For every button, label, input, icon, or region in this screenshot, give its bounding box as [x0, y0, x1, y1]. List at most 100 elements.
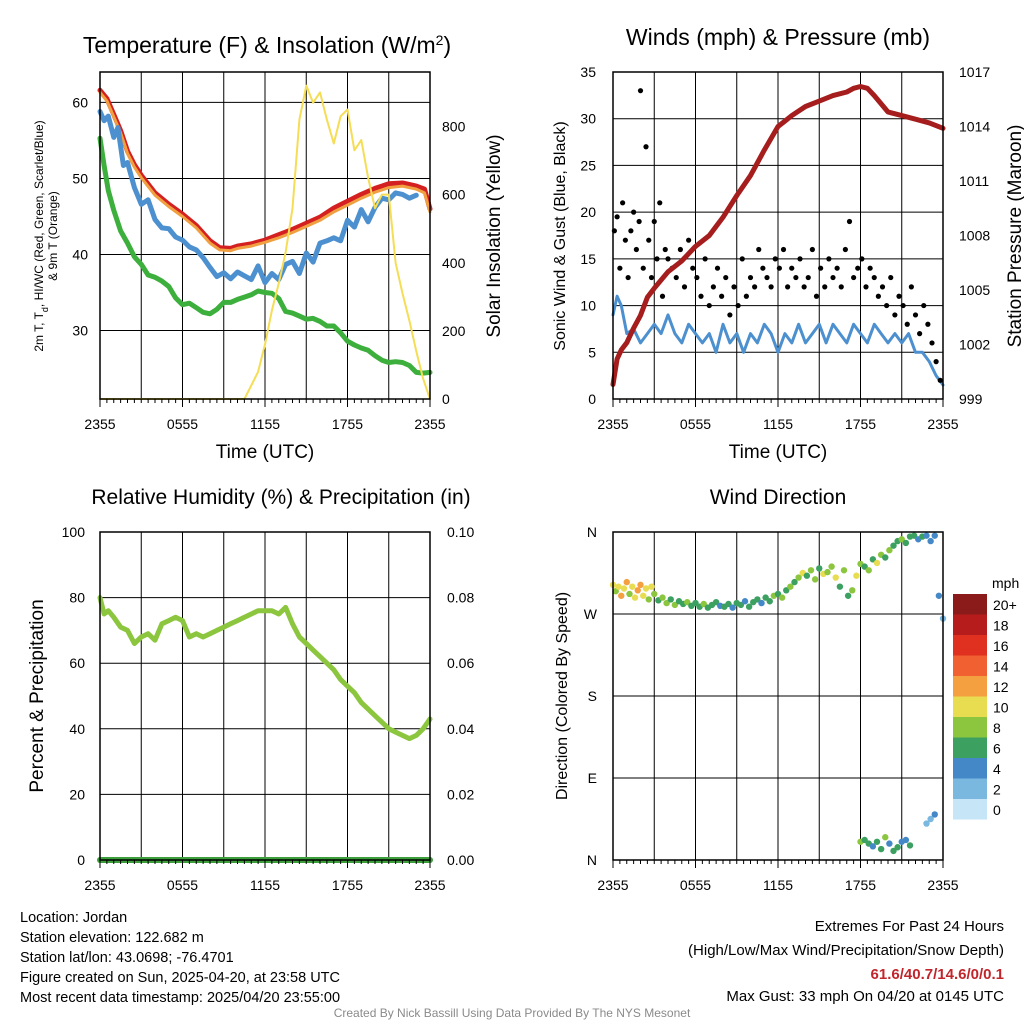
temp-series-line-2	[97, 109, 419, 286]
gust-point	[842, 246, 848, 253]
gust-point	[727, 312, 733, 318]
gust-point	[896, 293, 902, 299]
rh-y-tick-label: 60	[69, 655, 85, 671]
gust-point	[776, 265, 782, 271]
dir-point	[645, 596, 652, 603]
gust-point	[698, 293, 704, 299]
dir-point	[902, 539, 910, 547]
gust-point	[654, 256, 660, 262]
colorbar-swatch	[953, 676, 987, 697]
gust-point	[677, 246, 683, 253]
dir-y-tick-label: N	[587, 524, 597, 540]
wind-y-tick-label: 35	[580, 64, 596, 80]
gust-point	[855, 265, 861, 271]
gust-point	[622, 237, 628, 243]
dir-y-tick-label: S	[588, 688, 597, 704]
colorbar-label: 4	[993, 761, 1001, 777]
gust-point	[633, 246, 639, 253]
gust-point	[871, 274, 877, 281]
dir-y-axis-label: Direction (Colored By Speed)	[554, 592, 571, 800]
rh-y-tick-label: 20	[69, 786, 85, 802]
pressure-y-tick-label: 1014	[959, 119, 990, 135]
dir-point	[700, 600, 707, 608]
dir-point	[816, 565, 823, 572]
dir-point	[626, 590, 633, 598]
dir-point	[865, 567, 872, 574]
extremes-legend: (High/Low/Max Wind/Precipitation/Snow De…	[688, 942, 1004, 959]
dir-point	[629, 583, 636, 590]
dir-point	[886, 840, 893, 847]
created-text: Figure created on Sun, 2025-04-20, at 23…	[20, 970, 340, 986]
temp-x-tick-label: 2355	[84, 416, 115, 432]
gust-point	[739, 256, 745, 262]
insolation-y-tick-label: 400	[442, 255, 466, 271]
wind-x-tick-label: 0555	[680, 416, 711, 432]
precip-y-tick-label: 0.00	[447, 852, 474, 868]
rh-x-tick-label: 1755	[332, 877, 363, 893]
gust-point	[690, 265, 696, 271]
rh-y-tick-label: 40	[69, 721, 85, 737]
gust-point	[785, 284, 791, 290]
gust-point	[673, 274, 679, 281]
dir-point	[634, 587, 641, 594]
dir-point	[787, 583, 794, 590]
rh-line	[97, 595, 433, 742]
dir-point	[931, 811, 938, 818]
colorbar-label: 18	[993, 618, 1009, 634]
dir-point	[659, 594, 666, 601]
colorbar-swatch	[953, 696, 987, 717]
dir-point	[882, 834, 889, 841]
gust-point	[826, 256, 832, 262]
dir-point	[832, 574, 839, 581]
dir-x-tick-label: 2355	[927, 877, 958, 893]
dir-point	[640, 592, 647, 599]
gust-point	[789, 265, 795, 271]
insolation-y-tick-label: 0	[442, 391, 450, 407]
dir-point	[849, 587, 856, 594]
dir-point	[758, 599, 765, 607]
dir-point	[651, 590, 658, 598]
colorbar-label: 10	[993, 700, 1009, 716]
dir-point	[811, 576, 819, 583]
gust-point	[846, 218, 853, 225]
pressure-y-axis-label: Station Pressure (Maroon)	[1005, 125, 1024, 348]
dir-point	[836, 583, 844, 590]
gust-point	[643, 144, 649, 150]
temp-x-axis-label: Time (UTC)	[216, 442, 315, 463]
wind-x-tick-label: 1755	[845, 416, 876, 432]
gust-point	[614, 214, 620, 220]
dir-point	[861, 836, 868, 844]
dir-point	[890, 847, 897, 855]
location-text: Location: Jordan	[20, 910, 128, 926]
rh-x-tick-label: 0555	[167, 877, 198, 893]
temp-y-tick-label: 30	[72, 323, 88, 339]
gust-point	[809, 246, 815, 253]
gust-point	[830, 274, 836, 281]
gust-point	[908, 284, 914, 290]
wind-x-axis-label: Time (UTC)	[729, 442, 828, 463]
dir-point	[745, 603, 753, 610]
dir-point	[877, 845, 885, 853]
gust-point	[651, 218, 657, 225]
dir-x-tick-label: 1755	[845, 877, 876, 893]
gust-point	[937, 377, 943, 383]
dir-point	[762, 594, 769, 601]
credit-text: Created By Nick Bassill Using Data Provi…	[333, 1006, 691, 1020]
gust-point	[892, 312, 898, 318]
pressure-y-tick-label: 1011	[959, 173, 989, 189]
pressure-y-tick-label: 1005	[959, 282, 990, 298]
colorbar-swatch	[953, 717, 987, 738]
wind-y-tick-label: 0	[588, 391, 596, 407]
gust-point	[793, 274, 799, 281]
dir-point	[894, 844, 901, 851]
wind-y-tick-label: 25	[580, 157, 596, 173]
dir-point	[667, 596, 674, 603]
gust-point	[681, 284, 688, 290]
gust-point	[768, 284, 774, 290]
colorbar-label: 8	[993, 720, 1001, 736]
dir-point	[642, 585, 650, 592]
dir-x-tick-label: 0555	[680, 877, 711, 893]
colorbar-swatch	[953, 594, 987, 615]
dir-x-tick-label: 2355	[597, 877, 628, 893]
gust-point	[735, 302, 741, 309]
